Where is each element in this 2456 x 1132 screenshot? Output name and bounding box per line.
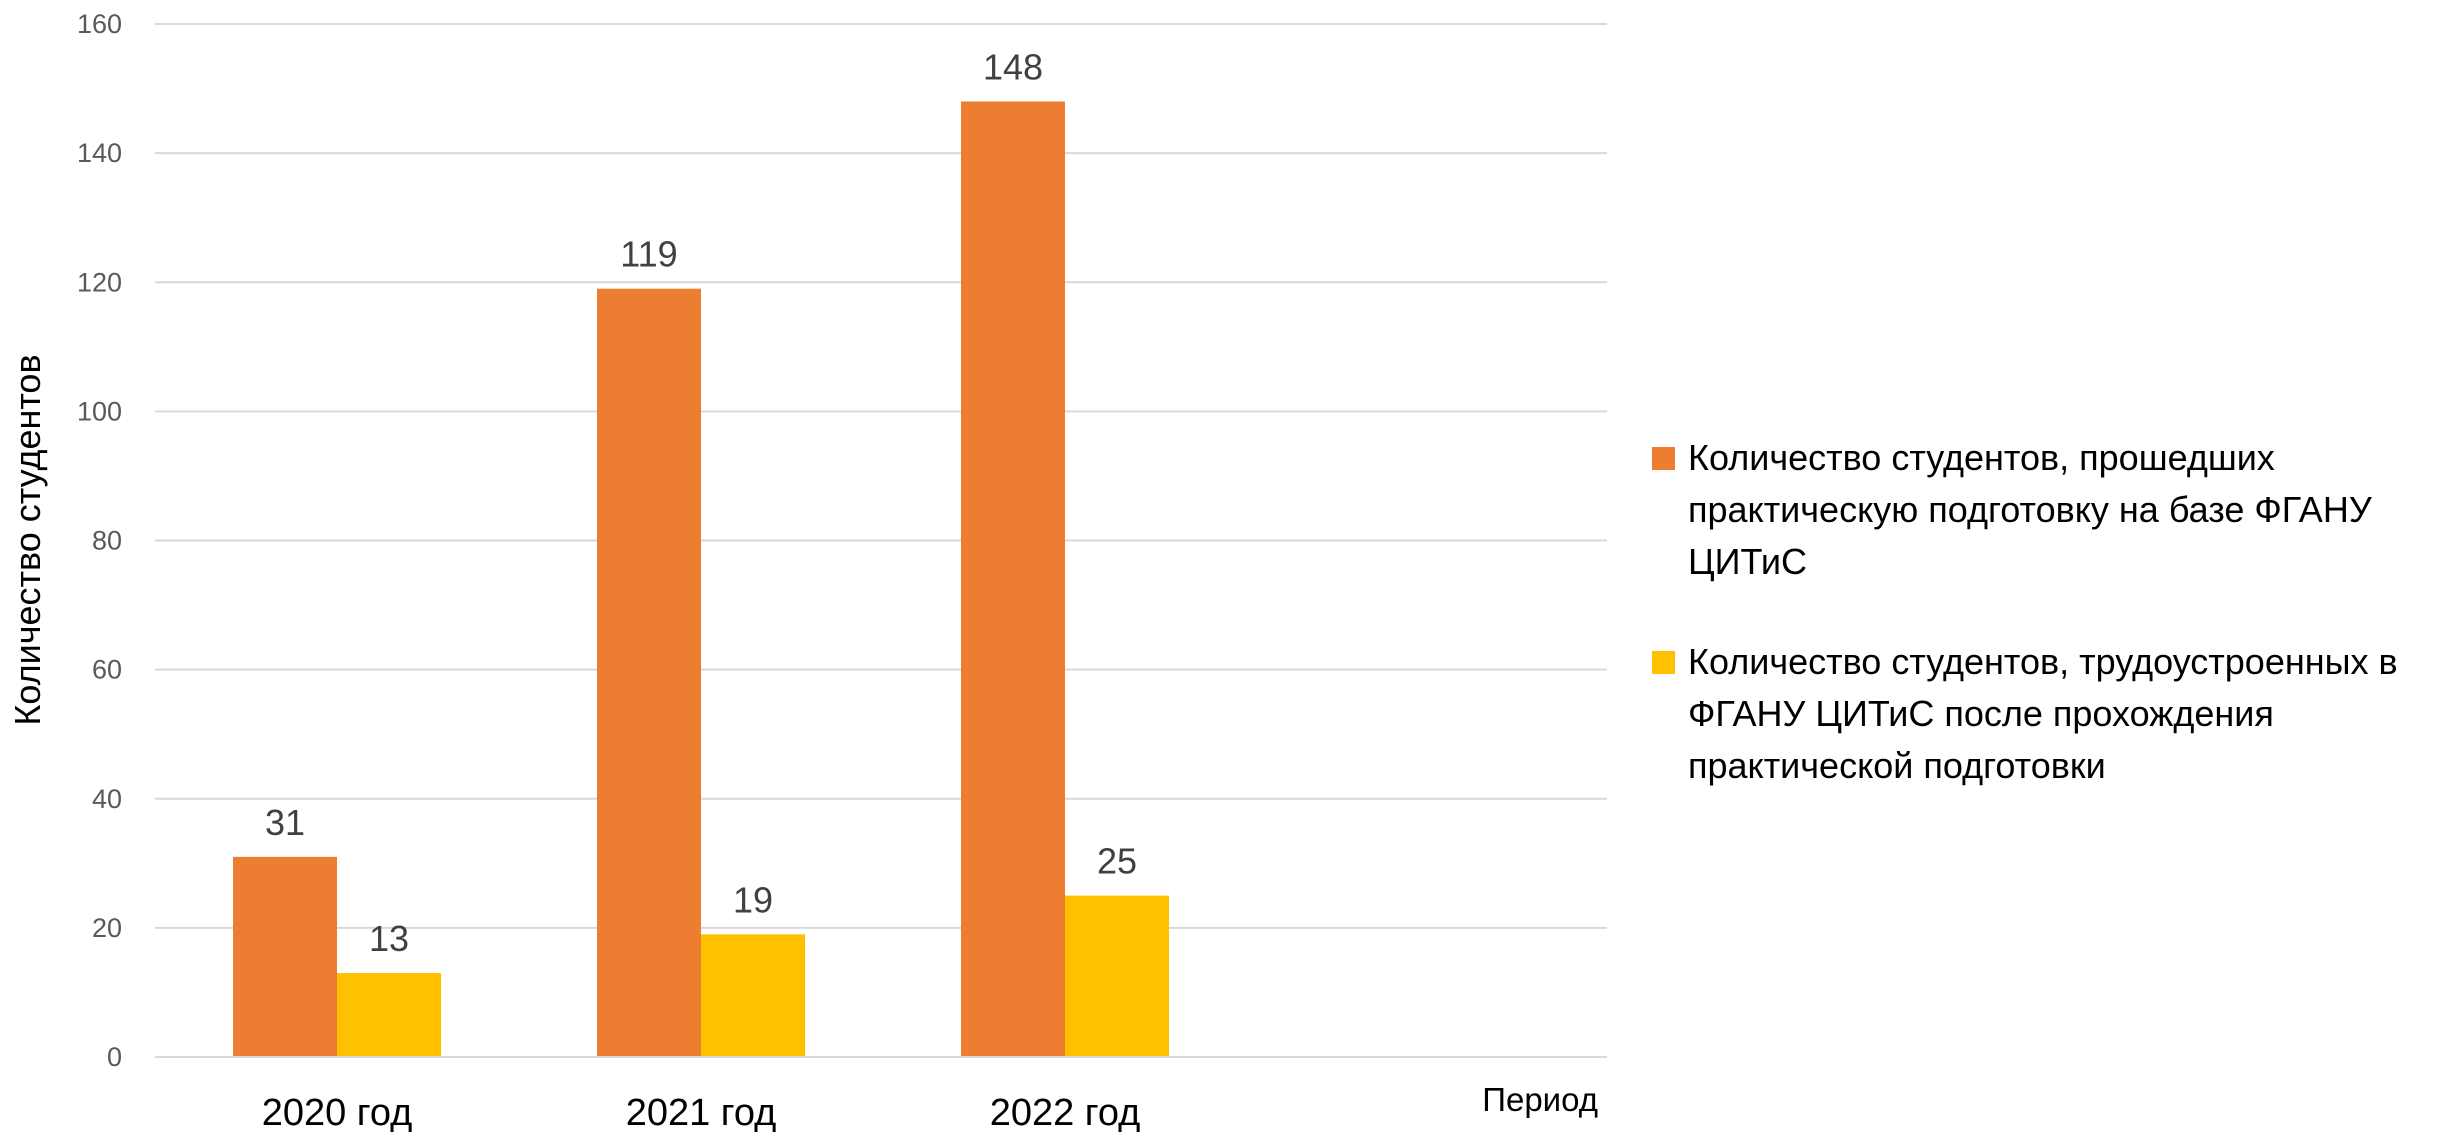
x-axis-categories: 2020 год 2021 год 2022 год <box>262 1092 1141 1132</box>
data-label: 148 <box>983 46 1043 87</box>
y-tick-label: 40 <box>92 784 122 814</box>
data-label: 19 <box>733 879 773 920</box>
gridlines <box>155 23 1607 929</box>
y-tick-label: 60 <box>92 655 122 685</box>
y-tick-label: 140 <box>77 138 122 168</box>
data-label: 119 <box>620 234 677 275</box>
y-axis-ticks: 0 20 40 60 80 100 120 140 160 <box>77 9 122 1072</box>
data-label: 31 <box>265 802 305 843</box>
x-category-label: 2021 год <box>626 1092 777 1132</box>
legend-label: Количество студентов, прошедших практиче… <box>1688 437 2372 582</box>
x-category-label: 2022 год <box>990 1092 1141 1132</box>
legend-label: Количество студентов, трудоустроенных в … <box>1688 641 2398 786</box>
bars <box>233 101 1169 1058</box>
y-tick-label: 80 <box>92 526 122 556</box>
bar <box>961 101 1065 1058</box>
x-category-label: 2020 год <box>262 1092 413 1132</box>
y-tick-label: 0 <box>107 1042 122 1072</box>
x-axis-title: Период <box>1482 1081 1598 1118</box>
bar <box>233 856 337 1057</box>
data-labels: 31 13 119 19 148 25 <box>265 46 1137 959</box>
data-label: 13 <box>369 918 409 959</box>
bar <box>701 934 805 1057</box>
y-tick-label: 160 <box>77 9 122 39</box>
y-tick-label: 120 <box>77 267 122 297</box>
bar <box>597 288 701 1057</box>
data-label: 25 <box>1097 841 1137 882</box>
bar <box>337 973 441 1057</box>
y-axis-title: Количество студентов <box>7 354 48 725</box>
legend-swatch-icon <box>1652 447 1675 470</box>
bar <box>1065 895 1169 1057</box>
legend-swatch-icon <box>1652 651 1675 674</box>
y-tick-label: 20 <box>92 913 122 943</box>
y-tick-label: 100 <box>77 396 122 426</box>
